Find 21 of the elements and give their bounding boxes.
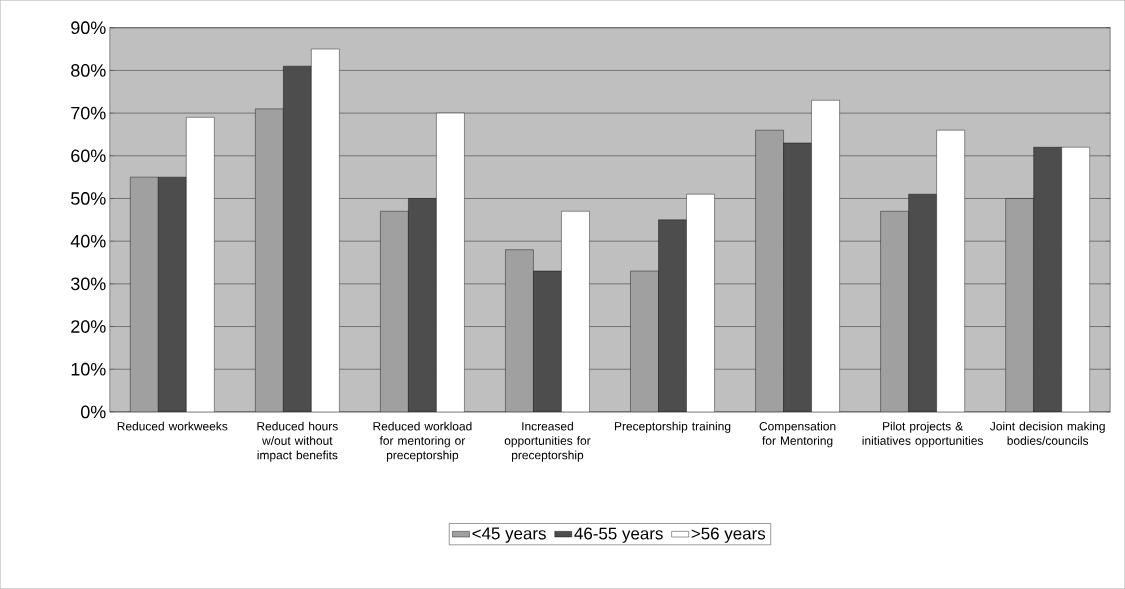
legend-label: <45 years xyxy=(472,527,546,543)
y-tick-label: 40% xyxy=(70,234,106,248)
x-tick-label: Preceptorship training xyxy=(614,421,731,433)
x-tick-label: Joint decision making bodies/councils xyxy=(990,421,1105,446)
legend-label: 46-55 years xyxy=(574,527,663,543)
y-tick-label: 90% xyxy=(71,21,106,35)
x-tick-label: Reduced hours w/out without impact benefits xyxy=(257,421,338,462)
legend-label: >56 years xyxy=(691,527,766,543)
y-tick-label: 60% xyxy=(71,149,106,163)
y-tick-label: 80% xyxy=(71,64,106,77)
y-tick-label: 10% xyxy=(71,363,106,376)
x-tick-label: Reduced workweeks xyxy=(117,421,228,431)
x-tick-label: Increased opportunities for preceptorship xyxy=(504,421,591,462)
y-tick-label: 30% xyxy=(71,277,106,291)
y-tick-label: 50% xyxy=(71,192,106,205)
x-tick-label: Pilot projects & initiatives opportunities xyxy=(862,421,983,448)
y-tick-label: 0% xyxy=(81,405,106,419)
y-tick-label: 70% xyxy=(71,106,106,120)
x-tick-label: Reduced workload for mentoring or preceptorship xyxy=(373,421,472,462)
y-tick-label: 20% xyxy=(71,320,106,334)
x-tick-label: Compensation for Mentoring xyxy=(759,421,836,448)
